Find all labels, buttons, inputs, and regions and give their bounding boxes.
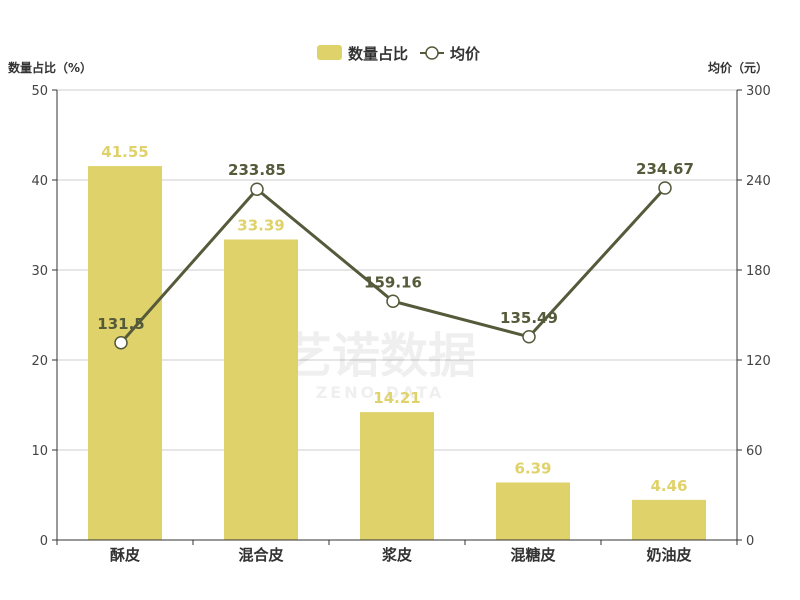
line-point — [114, 336, 128, 350]
line-point — [658, 181, 672, 195]
legend-line-label: 均价 — [450, 45, 481, 63]
data-labels: 41.55 33.39 14.21 6.39 4.46 131.5 233.85 159.16… — [97, 143, 694, 495]
x-tick-label: 酥皮 — [110, 546, 140, 564]
y-left-tick-label: 10 — [31, 444, 48, 459]
bar-value-label: 33.39 — [237, 216, 284, 234]
legend-bar-swatch — [317, 45, 342, 60]
y-right-tick-label: 180 — [746, 264, 771, 279]
y-left-tick-label: 0 — [40, 534, 48, 549]
y-left-tick-label: 40 — [31, 174, 48, 189]
legend-line-marker — [425, 46, 439, 60]
bar — [632, 499, 706, 540]
line-series — [114, 181, 672, 350]
bar — [88, 166, 162, 541]
line-point — [250, 182, 264, 196]
y-left-tick-label: 20 — [31, 354, 48, 369]
x-tick-label: 浆皮 — [382, 546, 412, 564]
y-right-tick-label: 0 — [746, 534, 754, 549]
watermark-text: 艺诺数据 — [284, 328, 476, 384]
legend-bar-label: 数量占比 — [348, 45, 408, 63]
legend[interactable]: 数量占比 均价 — [317, 45, 481, 63]
bar-series — [88, 166, 706, 541]
bar-value-label: 4.46 — [650, 477, 687, 495]
x-tick-label: 奶油皮 — [646, 546, 691, 564]
watermark-logo: 艺诺数据 ZENO DATA — [284, 328, 476, 402]
y-right-tick-label: 240 — [746, 174, 771, 189]
line-value-label: 233.85 — [228, 161, 286, 179]
bar — [360, 412, 434, 540]
line-point — [522, 330, 536, 344]
y-right-tick-label: 300 — [746, 84, 771, 99]
line-path — [119, 186, 667, 344]
x-tick-label: 混合皮 — [238, 546, 283, 564]
bar-value-label: 41.55 — [101, 143, 148, 161]
y-axis-right-title: 均价（元） — [708, 60, 768, 75]
bar-value-label: 14.21 — [373, 389, 420, 407]
y-axis-left-title: 数量占比（%） — [8, 60, 92, 75]
bar — [224, 239, 298, 541]
line-point — [386, 294, 400, 309]
x-tick-label: 混糖皮 — [510, 546, 555, 564]
line-value-label: 135.49 — [500, 309, 558, 327]
bar — [496, 482, 570, 540]
watermark-subtext: ZENO DATA — [316, 383, 445, 402]
line-value-label: 159.16 — [364, 273, 422, 291]
axes: 0 10 20 30 40 50 0 60 120 180 240 300 酥皮 混合皮 浆皮 混糖皮 奶油皮 — [31, 84, 770, 564]
gridlines — [57, 89, 737, 451]
y-right-tick-label: 120 — [746, 354, 771, 369]
y-right-tick-label: 60 — [746, 444, 763, 459]
bar-value-label: 6.39 — [514, 459, 551, 477]
line-value-label: 234.67 — [636, 160, 694, 178]
line-value-label: 131.5 — [97, 315, 144, 333]
y-left-tick-label: 30 — [31, 264, 48, 279]
y-left-tick-label: 50 — [31, 84, 48, 99]
